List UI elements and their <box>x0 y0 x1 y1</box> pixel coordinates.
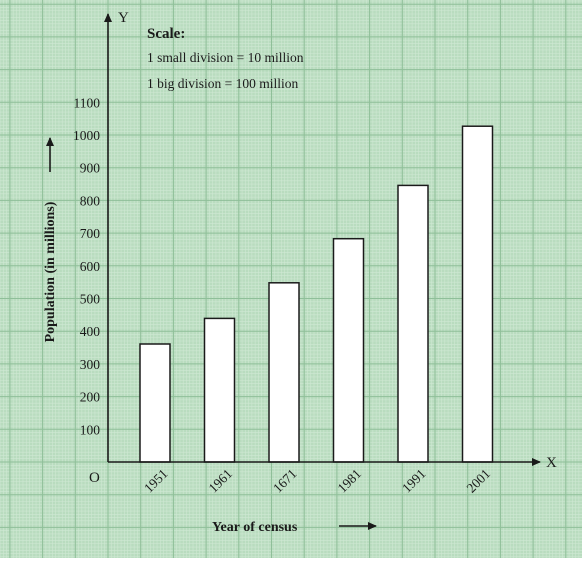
x-axis-letter: X <box>546 455 557 471</box>
y-tick-label-1000: 1000 <box>73 128 100 143</box>
y-tick-label-900: 900 <box>80 161 101 176</box>
y-tick-label-600: 600 <box>80 259 101 274</box>
y-axis-letter: Y <box>118 10 129 26</box>
bar-2001 <box>461 125 494 463</box>
bar-1961 <box>203 317 236 463</box>
y-tick-label-400: 400 <box>80 324 101 339</box>
x-axis-title: Year of census <box>212 520 298 535</box>
y-tick-label-100: 100 <box>80 422 101 437</box>
scale-small-division: 1 small division = 10 million <box>147 50 304 65</box>
y-tick-label-1100: 1100 <box>74 95 101 110</box>
y-tick-label-500: 500 <box>80 292 101 307</box>
y-tick-label-800: 800 <box>80 193 101 208</box>
bars <box>139 125 494 463</box>
major-grid-vertical <box>9 0 567 558</box>
axes <box>104 13 541 466</box>
bar-1981 <box>332 237 365 463</box>
y-axis-title-group: Population (in millions) <box>43 137 58 342</box>
y-axis-title: Population (in millions) <box>43 201 58 342</box>
scale-box: Scale: 1 small division = 10 million 1 b… <box>147 26 304 91</box>
bar-1951 <box>139 343 171 463</box>
scale-big-division: 1 big division = 100 million <box>147 76 298 91</box>
scale-title: Scale: <box>147 26 185 42</box>
y-tick-labels: 100 200 300 400 500 600 700 800 900 1000 1100 <box>73 95 100 437</box>
y-tick-label-300: 300 <box>80 357 101 372</box>
y-tick-label-200: 200 <box>80 390 101 405</box>
origin-label: O <box>89 470 100 486</box>
bar-1671 <box>268 282 300 463</box>
bar-1991 <box>397 184 429 463</box>
x-axis-title-group: Year of census <box>212 520 377 535</box>
y-tick-label-700: 700 <box>80 226 101 241</box>
